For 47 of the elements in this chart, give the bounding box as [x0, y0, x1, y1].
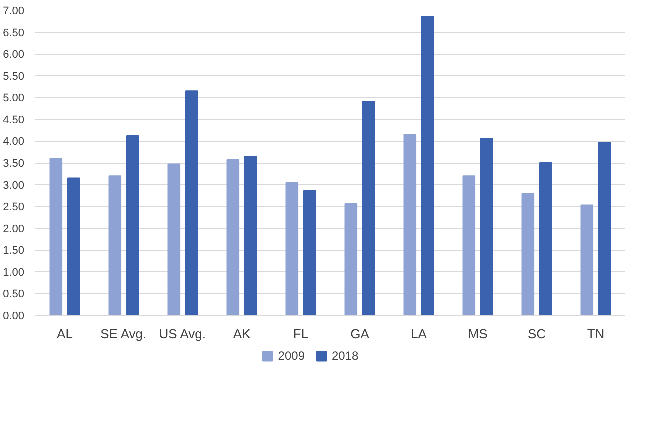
bar [539, 162, 552, 316]
bar [480, 138, 494, 316]
y-tick-label: 3.50 [3, 158, 25, 170]
y-tick-label: 2.00 [3, 223, 25, 236]
y-tick-label: 5.00 [3, 92, 25, 105]
bar [108, 176, 122, 316]
y-tick-label: 4.50 [3, 114, 25, 126]
y-tick-label: 0.50 [3, 288, 25, 301]
y-tick-label: 5.50 [3, 70, 25, 83]
bar [522, 193, 535, 316]
bar [286, 182, 299, 316]
bar [168, 164, 181, 316]
y-tick-label: 1.50 [3, 245, 25, 258]
y-tick-label: 1.00 [3, 266, 25, 279]
bar [421, 16, 434, 316]
bar [580, 204, 594, 316]
x-tick-label: FL [293, 326, 309, 342]
x-tick-label: SE Avg. [100, 326, 147, 342]
x-tick-label: US Avg. [159, 326, 206, 342]
y-tick-label: 6.50 [3, 27, 25, 40]
x-tick-label: GA [350, 326, 370, 342]
x-tick-label: AK [233, 326, 251, 342]
bar [50, 158, 63, 316]
y-tick-label: 7.00 [3, 6, 25, 18]
legend-label: 2018 [332, 349, 359, 363]
bar [226, 159, 240, 316]
bar [303, 190, 316, 316]
bar [344, 203, 358, 316]
bar [462, 176, 476, 316]
bar [185, 90, 198, 316]
bar [598, 142, 612, 316]
legend-label: 2009 [278, 349, 305, 363]
y-tick-label: 4.00 [3, 136, 25, 148]
bar [67, 178, 80, 316]
x-tick-label: AL [57, 326, 73, 342]
bar [404, 134, 417, 316]
x-tick-label: TN [587, 326, 605, 342]
x-tick-label: MS [468, 326, 488, 342]
bar [244, 156, 258, 316]
x-tick-label: SC [528, 326, 546, 342]
y-tick-label: 0.00 [3, 310, 25, 322]
y-tick-label: 3.00 [3, 180, 25, 192]
bar [126, 135, 140, 316]
y-tick-label: 6.00 [3, 49, 25, 62]
x-tick-label: LA [411, 326, 428, 342]
bar [362, 101, 376, 316]
y-tick-label: 2.50 [3, 202, 25, 214]
